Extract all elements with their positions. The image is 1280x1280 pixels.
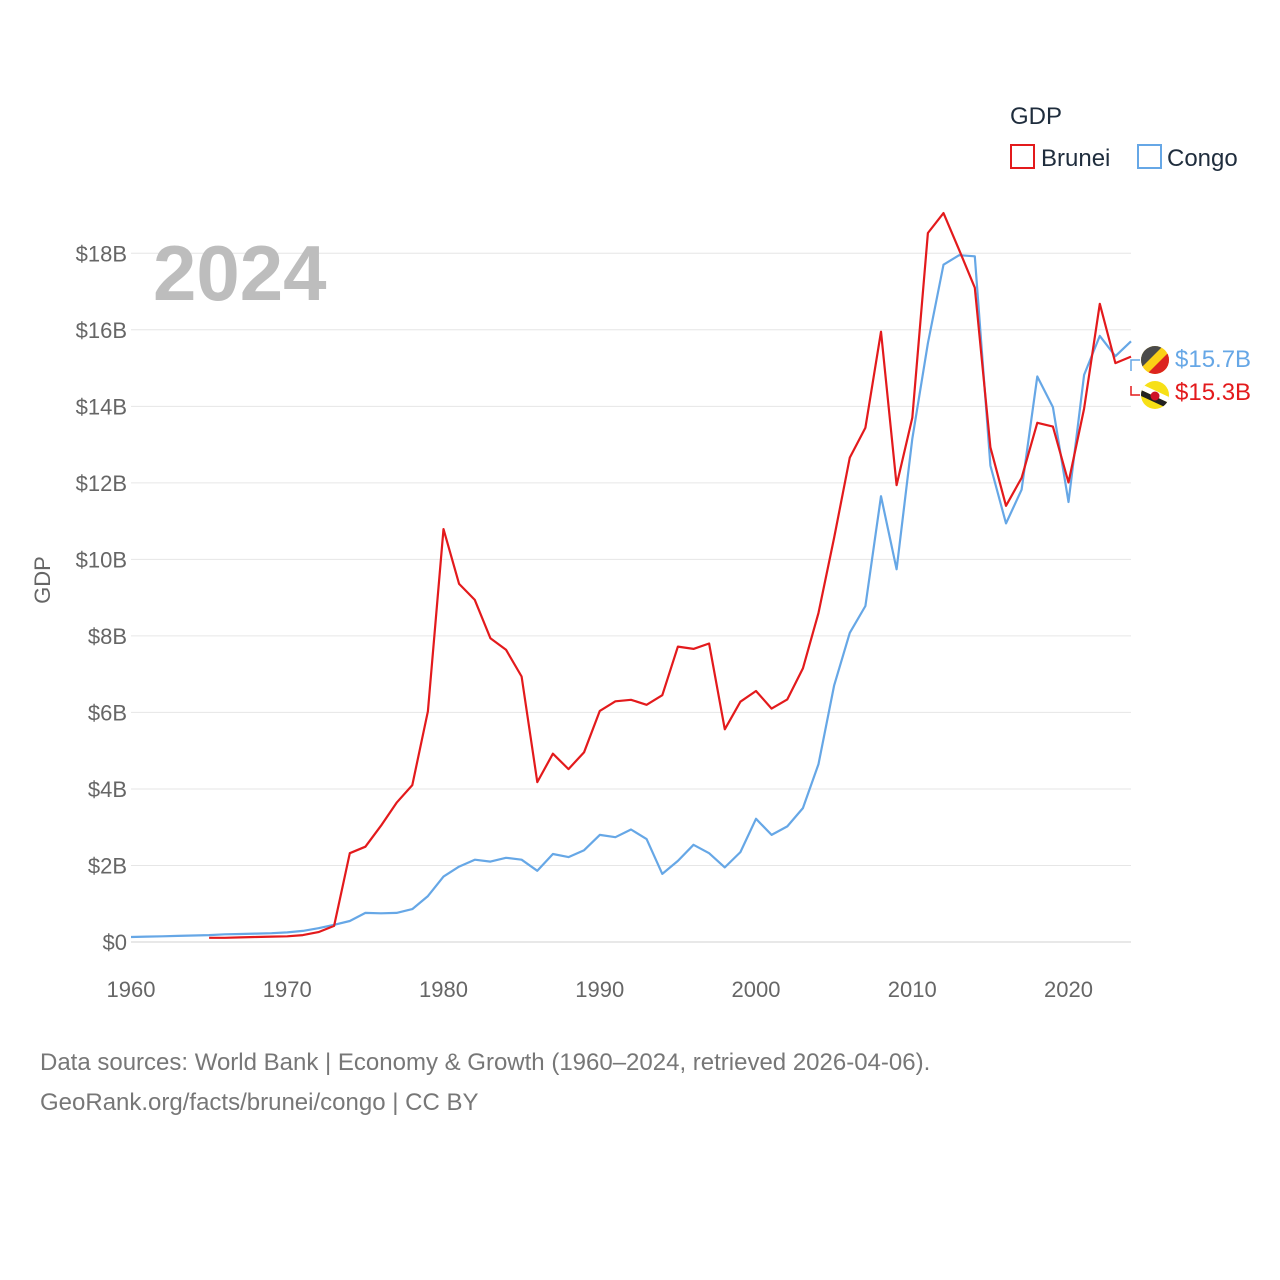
x-tick-label: 2020 [1044, 977, 1093, 1002]
y-tick-label: $12B [76, 471, 127, 496]
y-tick-label: $4B [88, 777, 127, 802]
y-tick-label: $0 [103, 930, 127, 955]
legend-label-congo: Congo [1167, 145, 1238, 172]
y-tick-label: $14B [76, 394, 127, 419]
congo-end-connector [1130, 359, 1140, 371]
brunei-end-value-label: $15.3B [1175, 379, 1251, 406]
x-tick-label: 1990 [575, 977, 624, 1002]
y-tick-label: $18B [76, 241, 127, 266]
x-tick-label: 1960 [107, 977, 156, 1002]
series-lines [130, 212, 1132, 939]
y-tick-label: $16B [76, 318, 127, 343]
series-line-congo [130, 254, 1132, 939]
series-line-brunei [209, 212, 1132, 939]
x-tick-label: 1980 [419, 977, 468, 1002]
gridlines [131, 252, 1131, 943]
legend-title: GDP [1010, 103, 1062, 130]
x-tick-label: 2010 [888, 977, 937, 1002]
footer-sources: Data sources: World Bank | Economy & Gro… [40, 1049, 931, 1076]
brunei-flag-icon [1141, 381, 1169, 409]
y-tick-label: $2B [88, 853, 127, 878]
y-tick-label: $10B [76, 547, 127, 572]
legend: GDP Brunei Congo [1010, 103, 1238, 172]
footer-attribution: GeoRank.org/facts/brunei/congo | CC BY [40, 1089, 479, 1116]
legend-swatch-congo [1137, 144, 1162, 169]
congo-flag-icon [1141, 346, 1169, 374]
y-axis-ticks: $0 $2B $4B $6B $8B $10B $12B $14B $16B $18B [76, 241, 127, 955]
chart-footer: Data sources: World Bank | Economy & Gro… [40, 1043, 930, 1123]
x-axis-ticks: 1960 1970 1980 1990 2000 2010 2020 [107, 977, 1093, 1002]
x-tick-label: 2000 [732, 977, 781, 1002]
legend-label-brunei: Brunei [1041, 145, 1110, 172]
congo-end-value-label: $15.7B [1175, 346, 1251, 373]
legend-swatch-brunei [1010, 144, 1035, 169]
y-tick-label: $8B [88, 624, 127, 649]
y-tick-label: $6B [88, 700, 127, 725]
gdp-line-chart: $0$2B$4B$6B$8B$10B$12B$14B$16B$18B 1960 1… [30, 103, 1251, 1002]
current-year-label: 2024 [153, 229, 327, 317]
x-tick-label: 1970 [263, 977, 312, 1002]
y-axis-title: GDP [30, 556, 55, 604]
brunei-end-connector [1130, 386, 1140, 396]
